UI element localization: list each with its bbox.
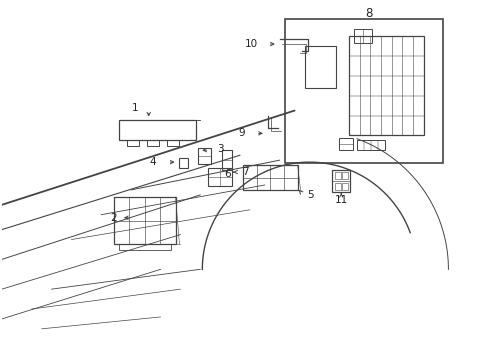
Text: 9: 9 <box>238 129 244 138</box>
Bar <box>198 148 211 164</box>
Bar <box>335 183 341 190</box>
Bar <box>348 36 423 135</box>
Bar <box>243 165 297 190</box>
Bar <box>222 150 232 170</box>
Bar <box>335 172 341 179</box>
Bar <box>304 46 336 88</box>
Bar <box>178 158 188 168</box>
Text: 10: 10 <box>244 39 257 49</box>
Bar <box>353 29 371 43</box>
Text: 11: 11 <box>334 195 347 205</box>
Text: 2: 2 <box>110 213 117 223</box>
Bar <box>119 244 170 251</box>
Bar <box>332 170 349 192</box>
Bar <box>342 183 347 190</box>
Bar <box>356 140 384 150</box>
Bar <box>208 168 232 186</box>
Bar <box>114 197 175 244</box>
Text: 6: 6 <box>224 169 230 179</box>
Text: 7: 7 <box>242 167 248 177</box>
Bar <box>166 140 178 146</box>
Text: 3: 3 <box>217 144 224 154</box>
Bar <box>284 19 443 163</box>
Bar <box>339 138 352 150</box>
Text: 4: 4 <box>149 157 155 167</box>
Bar <box>127 140 139 146</box>
Text: 5: 5 <box>307 190 313 200</box>
Bar <box>119 121 196 140</box>
Bar <box>146 140 158 146</box>
Bar <box>342 172 347 179</box>
Text: 8: 8 <box>365 7 372 20</box>
Text: 1: 1 <box>132 103 139 113</box>
